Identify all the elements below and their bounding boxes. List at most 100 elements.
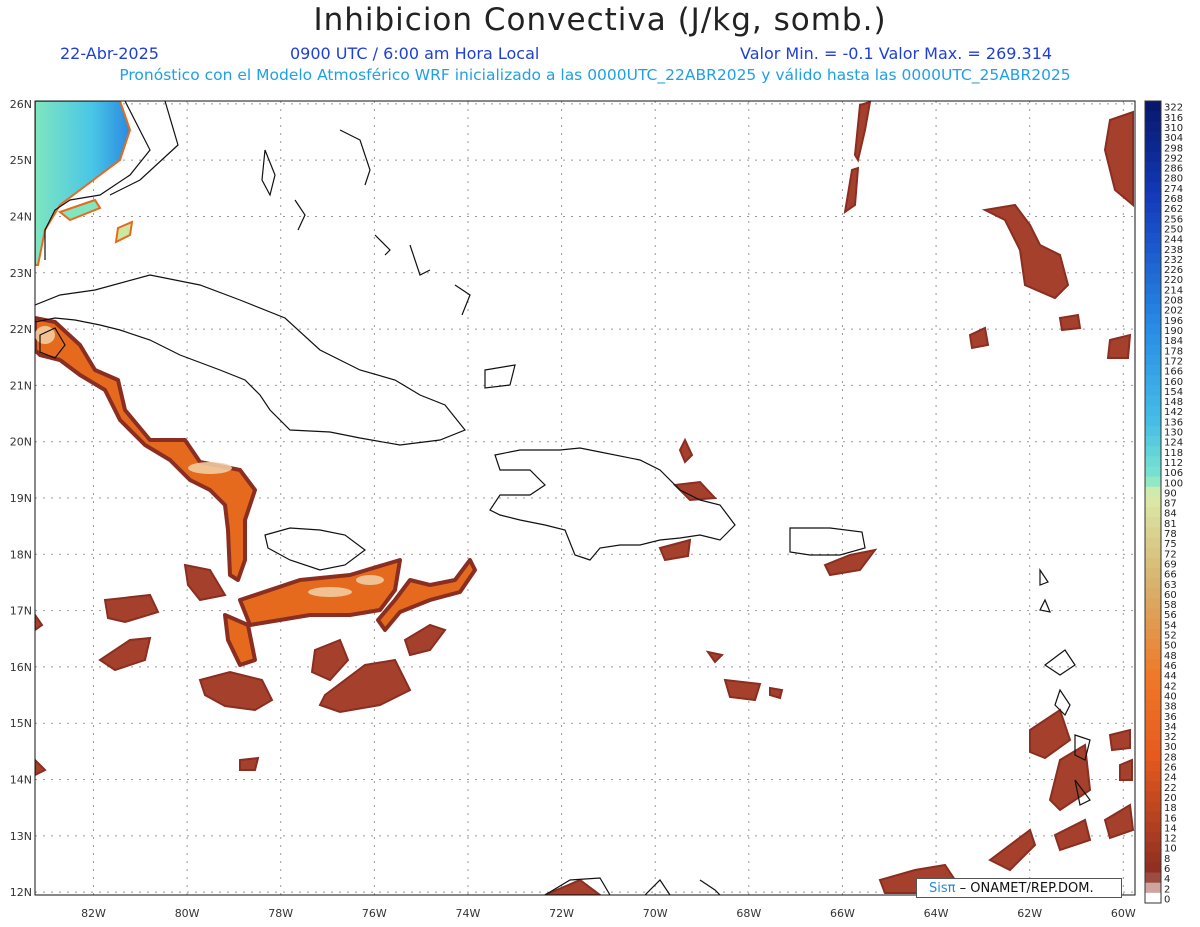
colorbar-swatch: [1145, 537, 1161, 549]
colorbar-swatch: [1145, 283, 1161, 295]
lat-tick-label: 23N: [10, 267, 32, 280]
forecast-time: 0900 UTC / 6:00 am Hora Local: [290, 44, 540, 63]
colorbar-swatch: [1145, 811, 1161, 823]
colorbar-label: 26: [1164, 763, 1177, 774]
colorbar-swatch: [1145, 821, 1161, 833]
colorbar-label: 202: [1164, 306, 1183, 317]
colorbar-label: 142: [1164, 407, 1183, 418]
colorbar-swatch: [1145, 314, 1161, 325]
colorbar-label: 190: [1164, 326, 1183, 337]
cin-field-cold-zone: [35, 101, 134, 266]
colorbar-swatch: [1145, 730, 1161, 742]
colorbar-label: 16: [1164, 813, 1177, 824]
latitude-labels: 26N 25N 24N 23N 22N 21N 20N 19N 18N 17N 16N 15N 14N 1…: [10, 98, 32, 899]
colorbar-label: 208: [1164, 296, 1183, 307]
lon-tick-label: 78W: [268, 907, 293, 920]
colorbar-swatch: [1145, 425, 1161, 437]
colorbar-swatch: [1145, 547, 1161, 559]
colorbar-label: 286: [1164, 164, 1183, 175]
colorbar-swatch: [1145, 567, 1161, 579]
colorbar-label: 226: [1164, 265, 1183, 276]
map-gridlines: [35, 101, 1135, 895]
lon-tick-label: 76W: [362, 907, 387, 920]
lat-tick-label: 17N: [10, 605, 32, 618]
colorbar-label: 48: [1164, 651, 1177, 662]
colorbar-label: 54: [1164, 620, 1177, 631]
colorbar-swatch: [1145, 476, 1161, 488]
colorbar-label: 292: [1164, 153, 1183, 164]
lon-tick-label: 72W: [549, 907, 574, 920]
colorbar-label: 0: [1164, 895, 1170, 906]
longitude-labels: 82W 80W 78W 76W 74W 72W 70W 68W 66W 64W 62W 60W: [81, 907, 1136, 920]
colorbar-swatch: [1145, 720, 1161, 731]
colorbar-label: 262: [1164, 204, 1183, 215]
colorbar-swatch: [1145, 781, 1161, 792]
colorbar-label: 52: [1164, 631, 1177, 642]
credit-box: Sisπ – ONAMET/REP.DOM.: [916, 878, 1122, 898]
colorbar-swatch: [1145, 557, 1161, 569]
lat-tick-label: 25N: [10, 154, 32, 167]
colorbar-label: 46: [1164, 661, 1177, 672]
colorbar-swatch: [1145, 882, 1161, 894]
colorbar-label: 100: [1164, 478, 1183, 489]
colorbar-label: 14: [1164, 823, 1177, 834]
colorbar-label: 8: [1164, 854, 1170, 865]
cin-field-low-values: [35, 101, 1135, 895]
colorbar-swatch: [1145, 872, 1161, 884]
colorbar-label: 78: [1164, 529, 1177, 540]
colorbar-swatch: [1145, 202, 1161, 214]
colorbar-label: 60: [1164, 590, 1177, 601]
colorbar-swatch: [1145, 436, 1161, 447]
colorbar-swatch: [1145, 679, 1161, 691]
lon-tick-label: 60W: [1111, 907, 1136, 920]
colorbar-swatch: [1145, 354, 1161, 366]
colorbar-label: 214: [1164, 285, 1183, 296]
colorbar-label: 38: [1164, 702, 1177, 713]
plot-frame: [34, 100, 1136, 896]
colorbar-label: 81: [1164, 519, 1177, 530]
lat-tick-label: 16N: [10, 661, 32, 674]
lat-tick-label: 26N: [10, 98, 32, 111]
lat-tick-label: 18N: [10, 548, 32, 561]
colorbar-swatch: [1145, 760, 1161, 772]
colorbar-label: 166: [1164, 367, 1183, 378]
colorbar-label: 244: [1164, 235, 1183, 246]
sispi-logo: Sisπ: [929, 881, 956, 896]
colorbar-label: 178: [1164, 346, 1183, 357]
colorbar-swatch: [1145, 598, 1161, 610]
colorbar-swatch: [1145, 243, 1161, 254]
lat-tick-label: 24N: [10, 210, 32, 223]
colorbar-swatch: [1145, 466, 1161, 478]
coastlines: [35, 101, 1091, 895]
colorbar-label: 66: [1164, 570, 1177, 581]
colorbar-label: 112: [1164, 458, 1183, 469]
colorbar-swatch: [1145, 446, 1161, 457]
colorbar-label: 72: [1164, 549, 1177, 560]
colorbar-label: 63: [1164, 580, 1177, 591]
colorbar-swatch: [1145, 232, 1161, 244]
colorbar-swatch: [1145, 486, 1161, 498]
colorbar-label: 298: [1164, 143, 1183, 154]
colorbar-swatch: [1145, 101, 1161, 112]
colorbar-swatch: [1145, 415, 1161, 427]
colorbar-label: 280: [1164, 174, 1183, 185]
colorbar-label: 154: [1164, 387, 1183, 398]
colorbar-label: 310: [1164, 123, 1183, 134]
colorbar-swatch: [1145, 405, 1161, 417]
colorbar-label: 75: [1164, 539, 1177, 550]
colorbar-label: 58: [1164, 600, 1177, 611]
colorbar-label: 32: [1164, 732, 1177, 743]
lat-tick-label: 15N: [10, 717, 32, 730]
colorbar-label: 12: [1164, 834, 1177, 845]
lat-tick-label: 19N: [10, 492, 32, 505]
colorbar-label: 250: [1164, 224, 1183, 235]
colorbar-label: 50: [1164, 641, 1177, 652]
colorbar-label: 124: [1164, 438, 1183, 449]
colorbar-swatch: [1145, 710, 1161, 721]
colorbar-label: 36: [1164, 712, 1177, 723]
colorbar-swatch: [1145, 740, 1161, 752]
colorbar-swatch: [1145, 324, 1161, 335]
colorbar-swatch: [1145, 689, 1161, 701]
colorbar-swatch: [1145, 659, 1161, 671]
